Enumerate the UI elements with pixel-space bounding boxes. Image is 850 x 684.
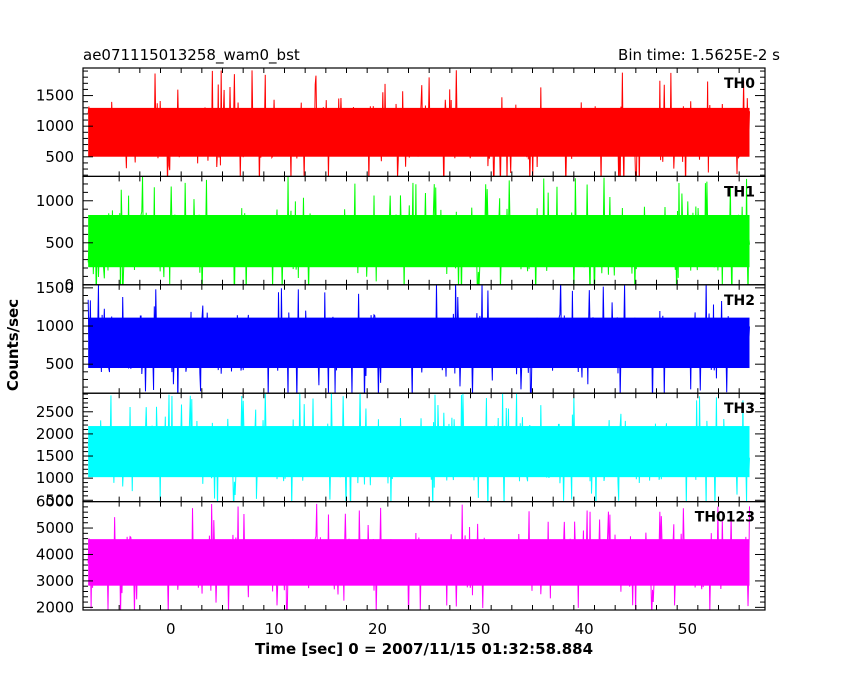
chart-title-right: Bin time: 1.5625E-2 s — [618, 46, 780, 64]
series-trace-th3 — [87, 393, 750, 502]
panel-frame-th0123 — [82, 501, 766, 611]
series-th1 — [87, 176, 750, 285]
y-tick-label: 500 — [45, 355, 74, 373]
y-tick-label: 1500 — [36, 87, 74, 105]
y-tick-label: 500 — [45, 491, 74, 509]
y-tick-label: 1000 — [36, 117, 74, 135]
panel-label-th0: TH0 — [724, 76, 755, 92]
panel-th2: 500 1000 1500 TH2 — [36, 279, 766, 394]
series-trace-th2 — [87, 284, 750, 394]
series-trace-th0123 — [87, 503, 750, 611]
y-axis-label: Counts/sec — [4, 299, 22, 391]
y-tick-label: 5000 — [36, 519, 74, 537]
series-th0 — [87, 70, 750, 177]
panel-label-th0123: TH0123 — [695, 510, 755, 526]
series-trace-th1 — [87, 176, 750, 285]
y-tick-label: 2000 — [36, 598, 74, 616]
x-axis-label: Time [sec] 0 = 2007/11/15 01:32:58.884 — [255, 640, 593, 658]
series-th3 — [87, 393, 750, 502]
panel-th0: 500 1000 1500 TH0 — [36, 67, 766, 178]
series-th0123 — [87, 503, 750, 611]
y-tick-label: 4000 — [36, 545, 74, 563]
x-tick-label: 20 — [368, 620, 387, 638]
y-tick-label: 2500 — [36, 403, 74, 421]
x-tick-label: 50 — [678, 620, 697, 638]
x-tick-label: 0 — [166, 620, 176, 638]
y-tick-label: 6000 — [36, 493, 74, 511]
x-tick-label: 40 — [575, 620, 594, 638]
panel-label-th3: TH3 — [724, 401, 755, 417]
panel-th3: 500 1000 1500 2000 2500 TH3 — [36, 392, 766, 509]
y-tick-label: 1500 — [36, 279, 74, 297]
panel-th1: 0 500 1000 TH1 — [36, 175, 766, 294]
y-tick-label: 0 — [64, 276, 74, 294]
series-th2 — [87, 284, 750, 394]
x-tick-label: 30 — [471, 620, 490, 638]
y-tick-label: 1000 — [36, 192, 74, 210]
y-tick-label: 1000 — [36, 317, 74, 335]
y-tick-label: 2000 — [36, 425, 74, 443]
y-tick-label: 1500 — [36, 447, 74, 465]
chart-title-left: ae071115013258_wam0_bst — [83, 46, 300, 65]
y-tick-label: 1000 — [36, 469, 74, 487]
panel-label-th2: TH2 — [724, 293, 755, 309]
panel-label-th1: TH1 — [724, 184, 755, 200]
y-tick-label: 3000 — [36, 572, 74, 590]
series-trace-th0 — [87, 70, 750, 177]
x-axis: 0 10 20 30 40 50 — [166, 620, 697, 638]
y-tick-label: 500 — [45, 234, 74, 252]
x-tick-label: 10 — [265, 620, 284, 638]
panel-th0123: 2000 3000 4000 5000 6000 TH0123 — [36, 493, 766, 616]
y-tick-label: 500 — [45, 148, 74, 166]
